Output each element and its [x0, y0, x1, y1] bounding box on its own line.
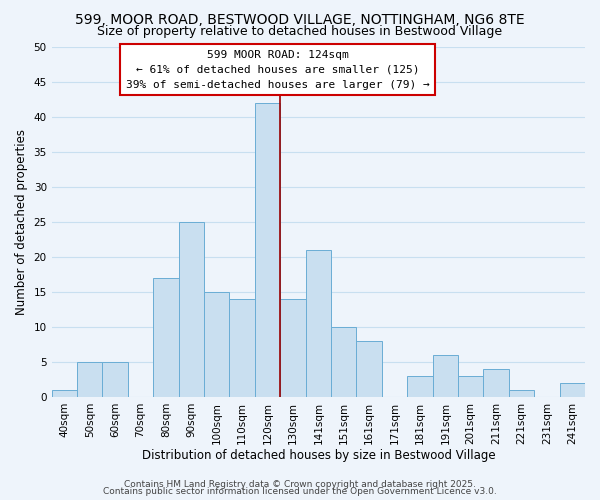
Bar [356, 341, 382, 397]
Text: Contains public sector information licensed under the Open Government Licence v3: Contains public sector information licen… [103, 488, 497, 496]
Bar [229, 299, 255, 397]
Y-axis label: Number of detached properties: Number of detached properties [15, 128, 28, 314]
Bar [77, 362, 103, 397]
Text: Contains HM Land Registry data © Crown copyright and database right 2025.: Contains HM Land Registry data © Crown c… [124, 480, 476, 489]
Bar [407, 376, 433, 397]
Bar [52, 390, 77, 397]
Bar [433, 355, 458, 397]
Bar [509, 390, 534, 397]
Bar [179, 222, 204, 397]
Bar [204, 292, 229, 397]
X-axis label: Distribution of detached houses by size in Bestwood Village: Distribution of detached houses by size … [142, 450, 495, 462]
Bar [560, 383, 585, 397]
Bar [458, 376, 484, 397]
Text: 599 MOOR ROAD: 124sqm
← 61% of detached houses are smaller (125)
39% of semi-det: 599 MOOR ROAD: 124sqm ← 61% of detached … [126, 50, 430, 90]
Bar [153, 278, 179, 397]
Bar [484, 369, 509, 397]
Bar [255, 102, 280, 397]
Bar [305, 250, 331, 397]
Text: 599, MOOR ROAD, BESTWOOD VILLAGE, NOTTINGHAM, NG6 8TE: 599, MOOR ROAD, BESTWOOD VILLAGE, NOTTIN… [75, 12, 525, 26]
Text: Size of property relative to detached houses in Bestwood Village: Size of property relative to detached ho… [97, 25, 503, 38]
Bar [103, 362, 128, 397]
Bar [280, 299, 305, 397]
Bar [331, 327, 356, 397]
